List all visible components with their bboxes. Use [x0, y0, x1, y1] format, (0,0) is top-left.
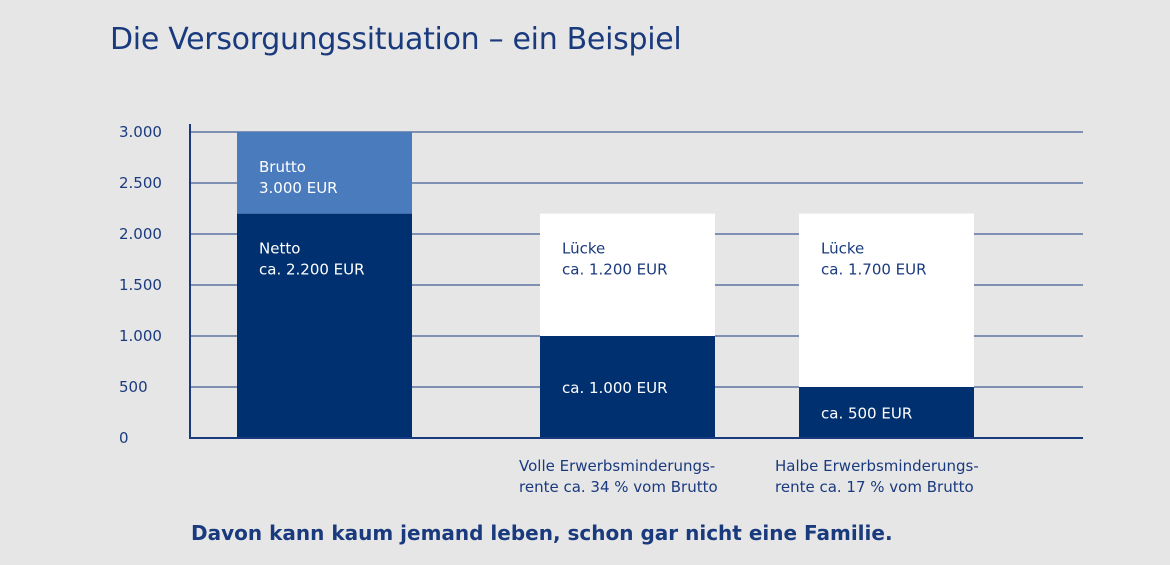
bar-gehalt-segment-0	[237, 213, 412, 438]
bar-volle-erwerbsminderungsrente-segment-1	[540, 213, 715, 336]
bar-gehalt-label-1-1: 3.000 EUR	[259, 179, 338, 197]
bar-gehalt-label-0-0: Netto	[259, 240, 300, 258]
caption-full-pension: Volle Erwerbsminderungs- rente ca. 34 % …	[519, 456, 718, 498]
caption-full-line2: rente ca. 34 % vom Brutto	[519, 478, 718, 496]
caption-half-line2: rente ca. 17 % vom Brutto	[775, 478, 974, 496]
bar-volle-erwerbsminderungsrente-label-1-0: Lücke	[562, 240, 605, 258]
bar-halbe-erwerbsminderungsrente-segment-1	[799, 213, 974, 387]
y-tick-label-1000: 1.000	[119, 327, 162, 345]
bar-volle-erwerbsminderungsrente-label-1-1: ca. 1.200 EUR	[562, 261, 668, 279]
bar-volle-erwerbsminderungsrente-segment-0	[540, 336, 715, 438]
y-tick-label-2000: 2.000	[119, 225, 162, 243]
y-tick-label-1500: 1.500	[119, 276, 162, 294]
y-tick-label-2500: 2.500	[119, 174, 162, 192]
y-tick-label-0: 0	[119, 429, 129, 447]
bar-gehalt-segment-1	[237, 132, 412, 214]
y-tick-label-500: 500	[119, 378, 148, 396]
caption-half-line1: Halbe Erwerbsminderungs-	[775, 457, 979, 475]
y-tick-label-3000: 3.000	[119, 123, 162, 141]
bar-gehalt-label-0-1: ca. 2.200 EUR	[259, 261, 365, 279]
bar-halbe-erwerbsminderungsrente-segment-0	[799, 387, 974, 438]
bar-gehalt-label-1-0: Brutto	[259, 158, 306, 176]
bar-halbe-erwerbsminderungsrente-label-1-0: Lücke	[821, 240, 864, 258]
caption-full-line1: Volle Erwerbsminderungs-	[519, 457, 716, 475]
caption-half-pension: Halbe Erwerbsminderungs- rente ca. 17 % …	[775, 456, 979, 498]
bar-volle-erwerbsminderungsrente-label-0-0: ca. 1.000 EUR	[562, 379, 668, 397]
chart-title: Die Versorgungssituation – ein Beispiel	[110, 22, 682, 57]
footer-statement: Davon kann kaum jemand leben, schon gar …	[191, 521, 893, 545]
bar-halbe-erwerbsminderungsrente-label-1-1: ca. 1.700 EUR	[821, 261, 927, 279]
bar-halbe-erwerbsminderungsrente-label-0-0: ca. 500 EUR	[821, 405, 912, 423]
